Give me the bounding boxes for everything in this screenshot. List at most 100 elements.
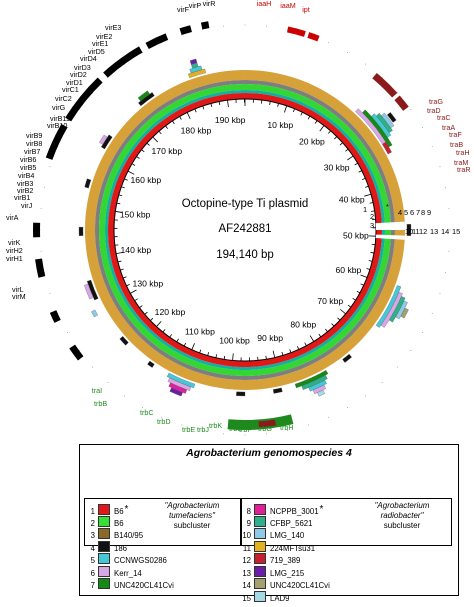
legend-entry: 11 224MFTsu31 — [242, 540, 316, 554]
kbp-tick — [210, 103, 213, 108]
kbp-tick — [340, 309, 346, 315]
legend-swatch — [98, 578, 110, 589]
kbp-tick — [158, 130, 162, 135]
legend-entry-number: 4 — [90, 543, 95, 553]
legend-swatch — [98, 504, 110, 515]
outer-dot — [265, 25, 267, 27]
legend-swatch — [98, 553, 110, 564]
kbp-tick — [370, 252, 375, 254]
legend-entry-star: * — [319, 504, 324, 515]
outer-dot — [448, 208, 450, 210]
gene-label: virB8 — [26, 139, 42, 148]
gene-label: virE2 — [96, 32, 112, 41]
outer-dot — [201, 430, 203, 432]
track-marker: 3 — [370, 221, 374, 230]
similarity-arc — [406, 224, 412, 236]
similarity-arc — [189, 58, 198, 65]
similarity-arc — [387, 112, 397, 123]
track-marker: 2 — [370, 212, 374, 221]
kbp-tick — [314, 120, 318, 124]
gene-block — [49, 310, 61, 323]
kbp-tick — [223, 355, 226, 360]
similarity-arc — [99, 134, 108, 145]
kbp-tick — [360, 283, 364, 286]
kbp-tick — [300, 112, 303, 116]
kbp-tick — [146, 142, 150, 146]
legend-entry-name: 224MFTsu31 — [270, 543, 316, 553]
legend-entry-number: 10 — [242, 531, 251, 540]
gene-label: virB6 — [20, 155, 36, 164]
legend-entry-name: LMG_140 — [270, 531, 305, 540]
track-marker: 6 — [410, 208, 414, 217]
kbp-tick-label: 130 kbp — [133, 279, 164, 289]
kbp-tick — [179, 116, 182, 120]
similarity-arc — [342, 353, 352, 363]
kbp-tick — [202, 105, 205, 110]
kbp-tick — [331, 323, 335, 327]
gene-label: traI — [92, 386, 102, 395]
kbp-tick-label: 120 kbp — [155, 307, 186, 317]
similarity-arc — [91, 309, 98, 318]
legend-entry: 15 LAD9 — [242, 590, 290, 604]
gene-label: virC1 — [62, 85, 79, 94]
kbp-tick — [354, 162, 358, 166]
gene-label: traH — [456, 148, 470, 157]
similarity-arc — [84, 178, 92, 189]
kbp-tick-label: 160 kbp — [131, 175, 162, 185]
gene-label: virJ — [21, 201, 33, 210]
legend-entry-number: 8 — [246, 507, 251, 516]
gene-label: virE3 — [105, 23, 121, 32]
gene-label: virD1 — [66, 78, 83, 87]
legend-entry-number: 2 — [90, 518, 95, 528]
gene-block — [307, 32, 320, 42]
kbp-tick — [360, 274, 368, 278]
track-marker: 8 — [421, 208, 425, 217]
gene-label: trbE — [182, 425, 195, 434]
outer-dot — [364, 395, 366, 397]
kbp-tick — [307, 115, 311, 120]
legend-entry-name: CCNWGS0286 — [114, 556, 167, 565]
kbp-tick — [122, 276, 127, 279]
gene-label: iaaH — [257, 0, 272, 8]
gene-label: virB2 — [17, 186, 33, 195]
legend-entry-number: 1 — [90, 507, 95, 516]
gene-label: trbL — [229, 424, 241, 433]
gene-label: virE1 — [92, 39, 108, 48]
legend-swatch — [254, 540, 266, 552]
outer-dot — [445, 272, 447, 274]
outer-gene-blocks — [33, 21, 451, 436]
gene-block — [258, 419, 276, 428]
gene-label: virB10 — [47, 121, 67, 130]
gene-label: traR — [457, 165, 471, 174]
similarity-arc — [84, 283, 94, 300]
gene-label: virG — [52, 103, 66, 112]
kbp-tick — [371, 210, 375, 212]
kbp-tick — [183, 342, 187, 347]
kbp-tick — [325, 328, 328, 332]
gene-label: iaaM — [280, 1, 296, 10]
kbp-tick — [120, 268, 124, 271]
outer-dot — [40, 250, 42, 252]
kbp-tick-label: 180 kbp — [181, 125, 212, 135]
similarity-arc — [236, 391, 246, 397]
kbp-tick — [144, 311, 148, 315]
outer-dot — [244, 24, 246, 26]
outer-dot — [431, 312, 433, 314]
legend-entry-name: LAD9 — [270, 593, 290, 603]
gene-label: virB3 — [17, 179, 33, 188]
gene-block — [65, 77, 103, 122]
kbp-tick — [162, 329, 166, 333]
gene-label: virF — [177, 5, 190, 14]
legend-entry: 4 186 — [86, 540, 127, 554]
outer-dot — [327, 416, 329, 418]
legend-title: Agrobacterium genomospecies 4 — [186, 447, 352, 459]
legend-entry-name: NCPPB_3001 — [270, 507, 319, 516]
gene-label: ipt — [302, 5, 310, 14]
kbp-tick — [319, 125, 325, 132]
outer-dot — [347, 51, 348, 53]
kbp-tick — [186, 112, 191, 119]
kbp-tick — [265, 355, 267, 360]
outer-dot — [66, 332, 68, 333]
legend-swatch — [98, 528, 110, 539]
gene-label: virD3 — [74, 63, 91, 72]
